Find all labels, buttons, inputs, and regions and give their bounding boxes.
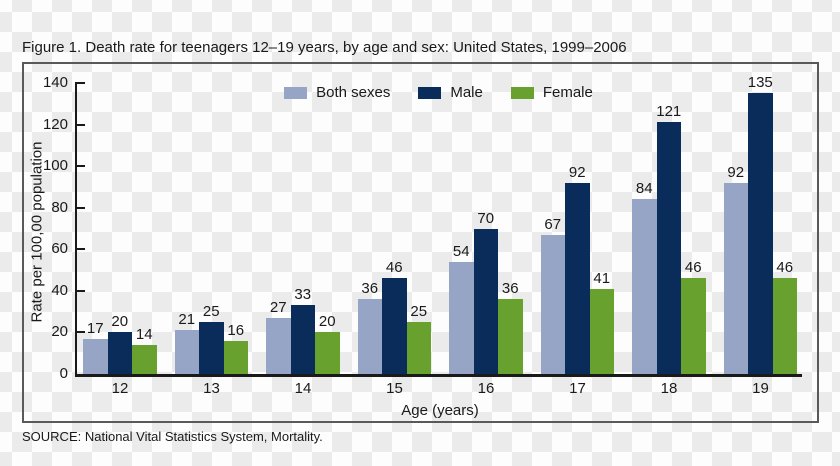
chart-frame: Both sexes Male Female Rate per 100,00 p…: [22, 62, 819, 423]
bar-value-label: 46: [684, 259, 702, 277]
bar: [107, 332, 132, 374]
bar: [589, 288, 614, 374]
figure-title: Figure 1. Death rate for teenagers 12–19…: [22, 39, 627, 56]
bar-value-label: 36: [501, 280, 519, 298]
bar-value-label: 67: [544, 215, 562, 233]
bar-value-label: 21: [178, 311, 196, 329]
bar: [772, 278, 797, 374]
bar-value-label: 84: [635, 180, 653, 198]
y-tick: [75, 289, 85, 292]
bar-value-label: 92: [727, 163, 745, 181]
bar-value-label: 54: [452, 242, 470, 260]
bar-value-label: 27: [269, 298, 287, 316]
chart-legend: Both sexes Male Female: [60, 84, 817, 101]
bar-value-label: 41: [593, 269, 611, 287]
bar: [565, 182, 590, 374]
bar-value-label: 16: [227, 321, 245, 339]
bar-value-label: 92: [568, 163, 586, 181]
y-tick-label: 80: [51, 198, 68, 216]
y-tick: [75, 248, 85, 251]
bar: [132, 344, 157, 374]
y-tick-label: 0: [59, 365, 68, 382]
legend-swatch-female: [510, 86, 534, 99]
bar: [174, 330, 199, 374]
y-tick: [75, 123, 85, 126]
y-axis-line: [75, 83, 77, 374]
bar: [290, 305, 315, 374]
bar: [473, 228, 498, 374]
bar: [656, 122, 681, 374]
bar-value-label: 25: [410, 303, 428, 321]
y-tick-label: 20: [51, 323, 68, 341]
bar: [315, 332, 340, 374]
bar-value-label: 70: [477, 209, 495, 227]
bar: [83, 338, 108, 374]
legend-swatch-male: [418, 86, 442, 99]
bar-value-label: 36: [361, 280, 379, 298]
bar: [540, 234, 565, 374]
bar: [748, 93, 773, 374]
bar-value-label: 25: [202, 303, 220, 321]
bar-value-label: 20: [318, 313, 336, 331]
bar: [382, 278, 407, 374]
legend-label-both-sexes: Both sexes: [316, 84, 391, 101]
x-category-label: 16: [477, 380, 495, 397]
bar: [498, 299, 523, 374]
y-tick: [75, 165, 85, 168]
bar-value-label: 20: [111, 313, 129, 331]
bar-value-label: 33: [294, 286, 312, 304]
legend-item-female: Female: [510, 84, 593, 101]
y-tick-label: 100: [42, 157, 68, 175]
legend-label-male: Male: [450, 84, 483, 101]
x-axis-line: [75, 374, 802, 377]
x-category-label: 14: [294, 380, 312, 397]
y-tick-label: 40: [51, 281, 68, 299]
y-tick-label: 60: [51, 240, 68, 258]
x-category-label: 19: [752, 380, 769, 397]
bar: [681, 278, 706, 374]
bar-value-label: 46: [776, 259, 794, 277]
y-tick-label: 120: [42, 115, 68, 133]
bar: [406, 322, 431, 374]
bar: [199, 322, 224, 374]
bar-value-label: 135: [747, 74, 773, 92]
y-tick-label: 140: [42, 74, 68, 91]
bar: [266, 317, 291, 374]
x-axis-title: Age (years): [401, 402, 479, 419]
bar-value-label: 17: [86, 319, 104, 337]
x-category-label: 12: [111, 380, 129, 397]
bar-value-label: 121: [656, 103, 682, 121]
y-tick: [75, 82, 85, 84]
x-category-label: 17: [569, 380, 586, 397]
legend-label-female: Female: [542, 84, 593, 101]
x-category-label: 18: [660, 380, 678, 397]
x-category-label: 15: [386, 380, 403, 397]
bar: [223, 340, 248, 374]
y-tick: [75, 206, 85, 209]
legend-item-male: Male: [418, 84, 483, 101]
bar: [632, 199, 657, 374]
bar: [357, 299, 382, 374]
bar-value-label: 46: [385, 259, 403, 277]
bar: [449, 261, 474, 374]
x-category-label: 13: [203, 380, 220, 397]
bar-value-label: 14: [135, 325, 153, 343]
bar: [723, 182, 748, 374]
source-note: SOURCE: National Vital Statistics System…: [22, 429, 323, 444]
plot-area: Rate per 100,00 population Age (years) 0…: [24, 64, 817, 421]
legend-swatch-both-sexes: [284, 86, 308, 99]
y-tick: [75, 331, 85, 334]
legend-item-both-sexes: Both sexes: [284, 84, 390, 101]
